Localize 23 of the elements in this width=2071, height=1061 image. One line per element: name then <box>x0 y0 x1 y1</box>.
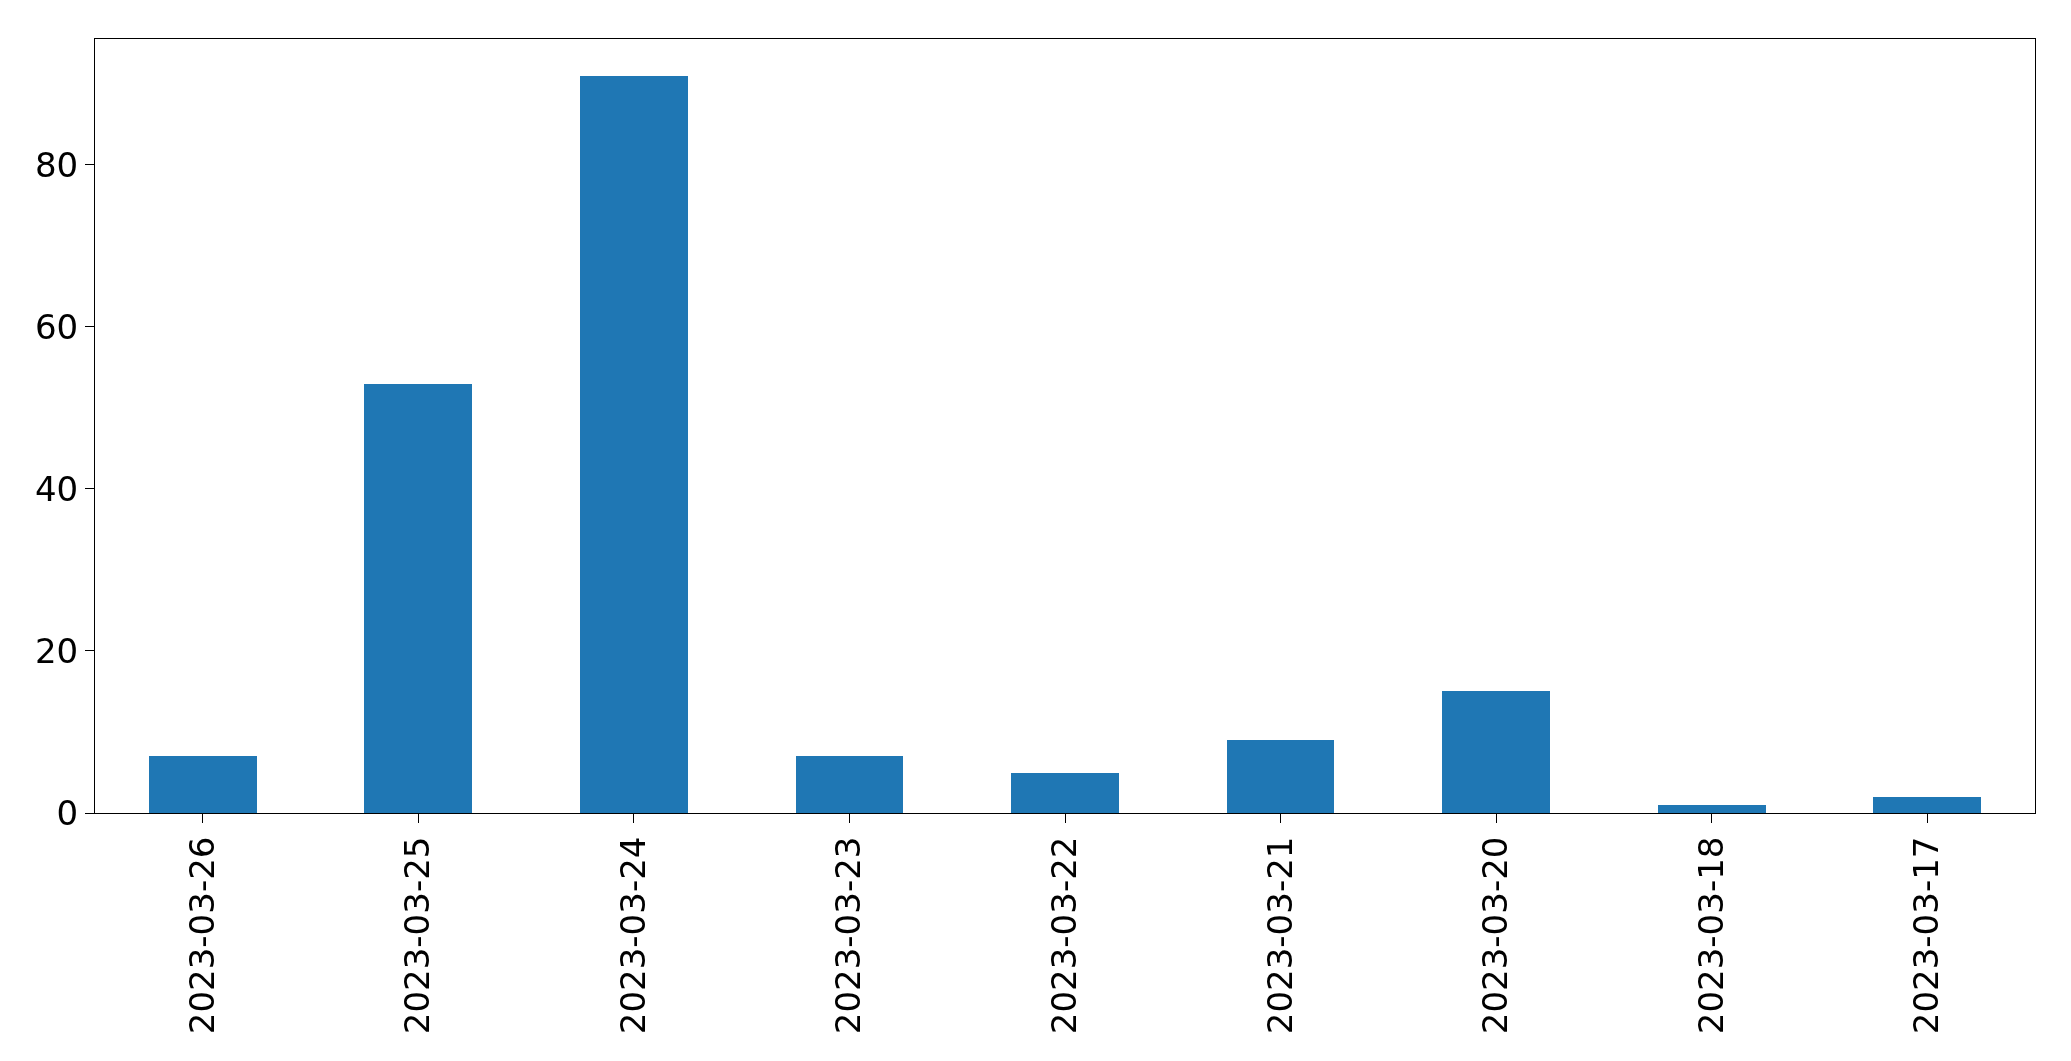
bar <box>796 756 903 813</box>
bar <box>149 756 257 813</box>
bar <box>1227 740 1334 813</box>
x-tick-label: 2023-03-25 <box>397 836 438 1035</box>
x-tick-label: 2023-03-22 <box>1044 836 1085 1035</box>
y-tick-label: 0 <box>56 792 79 833</box>
x-tick-label: 2023-03-23 <box>828 836 869 1035</box>
x-tick-label: 2023-03-21 <box>1259 836 1300 1035</box>
y-tick-label: 40 <box>34 468 79 509</box>
x-tick-label: 2023-03-26 <box>181 836 222 1035</box>
x-tick-label: 2023-03-24 <box>612 836 653 1035</box>
y-tick-label: 60 <box>34 306 79 347</box>
x-tick-label: 2023-03-17 <box>1906 836 1947 1035</box>
x-tick-label: 2023-03-20 <box>1475 836 1516 1035</box>
y-tick-label: 20 <box>34 630 79 671</box>
x-tick-label: 2023-03-18 <box>1690 836 1731 1035</box>
y-tick-label: 80 <box>34 144 79 185</box>
bar <box>1873 797 1981 813</box>
bar <box>580 76 688 813</box>
bar <box>1442 691 1550 813</box>
bar <box>1011 773 1119 813</box>
bar <box>364 384 472 813</box>
bar <box>1658 805 1766 813</box>
